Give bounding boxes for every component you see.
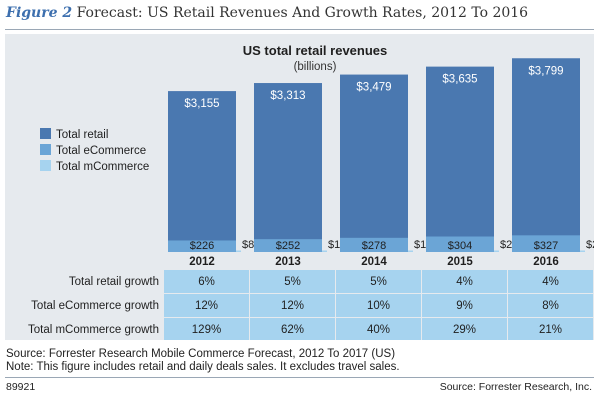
table-value-0-3: 4% — [456, 276, 473, 288]
table-cell-0-3 — [422, 270, 507, 293]
legend-swatch-0 — [40, 128, 51, 139]
table-value-1-3: 9% — [456, 300, 473, 312]
table-cell-1-0 — [164, 294, 249, 317]
bar-ecommerce-2013 — [254, 239, 322, 252]
legend-label-2: Total mCommerce — [56, 161, 149, 173]
table-cell-0-2 — [336, 270, 421, 293]
table-value-1-4: 8% — [542, 300, 559, 312]
legend-label-1: Total eCommerce — [56, 145, 146, 157]
table-value-2-4: 21% — [539, 324, 562, 336]
footer-id: 89921 — [6, 381, 36, 393]
source-line: Source: Forrester Research Mobile Commer… — [6, 348, 396, 360]
footer-credit: Source: Forrester Research, Inc. — [439, 381, 592, 393]
category-label-2013: 2013 — [275, 256, 301, 268]
table-value-2-2: 40% — [367, 324, 390, 336]
label-ecommerce-2012: $226 — [190, 240, 214, 252]
chart-title: US total retail revenues — [243, 43, 388, 58]
table-cell-1-2 — [336, 294, 421, 317]
bar-total-retail-2016 — [512, 58, 580, 252]
bar-ecommerce-2015 — [426, 236, 494, 252]
bar-mcommerce-2016 — [580, 250, 585, 252]
table-cell-2-4 — [508, 318, 593, 340]
bar-ecommerce-2016 — [512, 235, 580, 252]
legend-swatch-2 — [40, 160, 51, 171]
table-cell-2-1 — [250, 318, 335, 340]
label-ecommerce-2015: $304 — [448, 240, 472, 252]
table-value-2-1: 62% — [281, 324, 304, 336]
bar-mcommerce-2015 — [494, 250, 499, 252]
top-divider — [5, 29, 594, 30]
table-cell-2-0 — [164, 318, 249, 340]
chart-panel: US total retail revenues (billions) Total … — [5, 34, 594, 340]
table-row-label-2: Total mCommerce growth — [28, 324, 159, 336]
figure-label: Figure 2 — [6, 5, 73, 21]
bottom-divider — [5, 377, 594, 378]
bar-mcommerce-2012 — [236, 250, 241, 252]
label-total-retail-2013: $3,313 — [270, 90, 305, 102]
table-value-1-1: 12% — [281, 300, 304, 312]
table-value-1-0: 12% — [195, 300, 218, 312]
table-cell-1-4 — [508, 294, 593, 317]
table-value-0-2: 5% — [370, 276, 387, 288]
table-value-0-1: 5% — [284, 276, 301, 288]
table-value-0-4: 4% — [542, 276, 559, 288]
category-label-2012: 2012 — [189, 256, 215, 268]
label-total-retail-2015: $3,635 — [442, 74, 477, 86]
table-row-label-0: Total retail growth — [69, 276, 159, 288]
table-cell-1-1 — [250, 294, 335, 317]
label-total-retail-2014: $3,479 — [356, 82, 391, 94]
bar-total-retail-2012 — [168, 91, 236, 252]
table-cell-2-3 — [422, 318, 507, 340]
label-ecommerce-2016: $327 — [534, 240, 558, 252]
table-value-1-2: 10% — [367, 300, 390, 312]
figure-caption: Figure 2 Forecast: US Retail Revenues An… — [6, 5, 528, 21]
legend-label-0: Total retail — [56, 129, 108, 141]
chart-svg: US total retail revenues (billions) Total … — [28, 43, 594, 340]
bar-ecommerce-2014 — [340, 237, 408, 252]
category-label-2015: 2015 — [447, 256, 473, 268]
table-value-2-0: 129% — [192, 324, 221, 336]
table-cell-2-2 — [336, 318, 421, 340]
bar-mcommerce-2013 — [322, 250, 327, 252]
table-cell-1-3 — [422, 294, 507, 317]
table-cell-0-4 — [508, 270, 593, 293]
category-label-2014: 2014 — [361, 256, 387, 268]
legend-swatch-1 — [40, 144, 51, 155]
label-mcommerce-2016: $27 — [586, 239, 594, 251]
label-ecommerce-2014: $278 — [362, 240, 386, 252]
figure-caption-text: Forecast: US Retail Revenues And Growth … — [76, 5, 529, 21]
bar-total-retail-2014 — [340, 74, 408, 252]
table-cell-0-1 — [250, 270, 335, 293]
label-total-retail-2016: $3,799 — [528, 65, 563, 77]
note-line: Note: This figure includes retail and da… — [6, 361, 400, 373]
bar-ecommerce-2012 — [168, 240, 236, 252]
table-value-2-3: 29% — [453, 324, 476, 336]
category-label-2016: 2016 — [533, 256, 559, 268]
label-total-retail-2012: $3,155 — [184, 98, 219, 110]
label-ecommerce-2013: $252 — [276, 240, 300, 252]
chart-subtitle: (billions) — [294, 61, 337, 73]
table-cell-0-0 — [164, 270, 249, 293]
table-row-label-1: Total eCommerce growth — [31, 300, 159, 312]
bar-mcommerce-2014 — [408, 250, 413, 252]
bar-total-retail-2015 — [426, 66, 494, 252]
bar-total-retail-2013 — [254, 83, 322, 252]
label-mcommerce-2012: $8 — [242, 239, 254, 251]
table-value-0-0: 6% — [198, 276, 215, 288]
